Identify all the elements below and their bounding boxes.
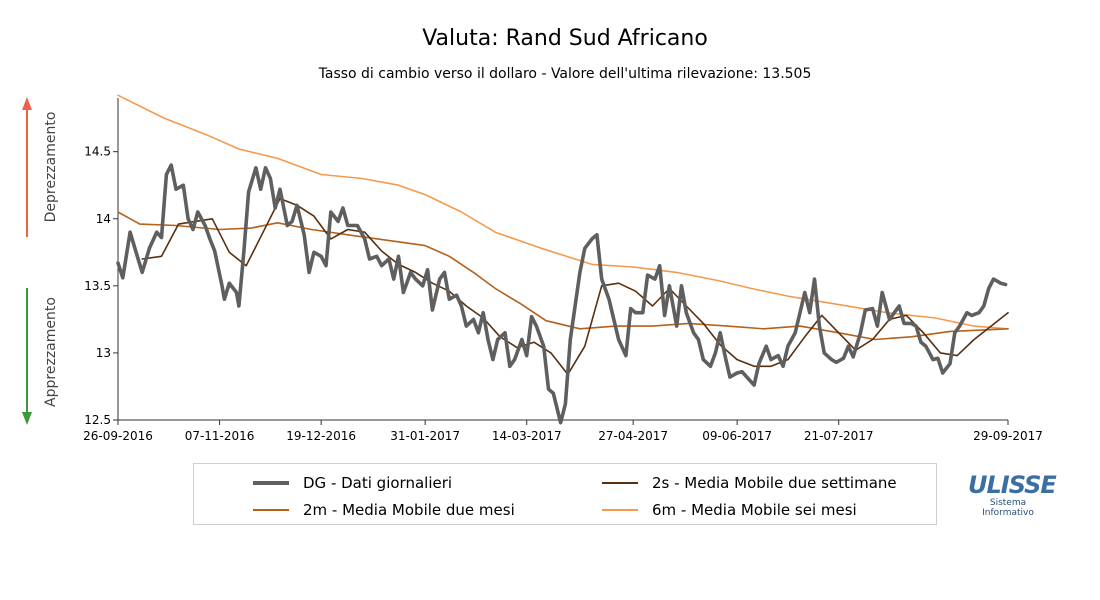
x-tick-label: 26-09-2016 <box>83 429 153 443</box>
series-line-6m <box>117 94 1009 330</box>
legend-item-dg: DG - Dati giornalieri <box>253 473 452 493</box>
chart-subtitle: Tasso di cambio verso il dollaro - Valor… <box>318 66 812 82</box>
legend-item-2m: 2m - Media Mobile due mesi <box>253 500 515 520</box>
y-tick-label: 12.5 <box>84 413 111 427</box>
legend-label-dg: DG - Dati giornalieri <box>303 474 453 492</box>
legend-swatch-2m <box>253 509 289 511</box>
legend-label-2m: 2m - Media Mobile due mesi <box>303 501 515 519</box>
legend-item-2s: 2s - Media Mobile due settimane <box>602 473 897 493</box>
x-tick-label: 27-04-2017 <box>598 429 668 443</box>
legend: DG - Dati giornalieri 2s - Media Mobile … <box>193 463 937 525</box>
ulisse-logo: ULISSE Sistema Informativo <box>968 471 1057 518</box>
x-tick-label: 14-03-2017 <box>492 429 562 443</box>
legend-swatch-6m <box>602 509 638 511</box>
legend-label-6m: 6m - Media Mobile sei mesi <box>652 501 857 519</box>
x-tick-label: 07-11-2016 <box>185 429 255 443</box>
legend-item-6m: 6m - Media Mobile sei mesi <box>602 500 857 520</box>
series-line-2m <box>117 211 1009 341</box>
x-tick-label: 21-07-2017 <box>804 429 874 443</box>
y-tick-label: 14.5 <box>84 145 111 159</box>
chart-title: Valuta: Rand Sud Africano <box>422 26 708 51</box>
series-line-dg <box>116 163 1008 425</box>
x-tick-label: 19-12-2016 <box>286 429 356 443</box>
x-tick-label: 31-01-2017 <box>390 429 460 443</box>
x-tick-label: 09-06-2017 <box>702 429 772 443</box>
y-tick-label: 13 <box>96 346 111 360</box>
y-tick-label: 13.5 <box>84 279 111 293</box>
legend-swatch-dg <box>253 481 289 485</box>
appreciation-label: Apprezzamento <box>43 297 59 407</box>
x-tick-label: 29-09-2017 <box>973 429 1043 443</box>
logo-wordmark: ULISSE <box>968 471 1057 499</box>
legend-label-2s: 2s - Media Mobile due settimane <box>652 474 897 492</box>
depreciation-arrowhead <box>22 97 32 110</box>
appreciation-arrowhead <box>22 412 32 425</box>
logo-line-2: Informativo <box>982 508 1034 518</box>
legend-swatch-2s <box>602 482 638 484</box>
series-line-2s <box>141 197 1009 376</box>
y-tick-label: 14 <box>96 212 111 226</box>
depreciation-label: Deprezzamento <box>43 112 59 223</box>
logo-line-1: Sistema <box>989 498 1027 508</box>
